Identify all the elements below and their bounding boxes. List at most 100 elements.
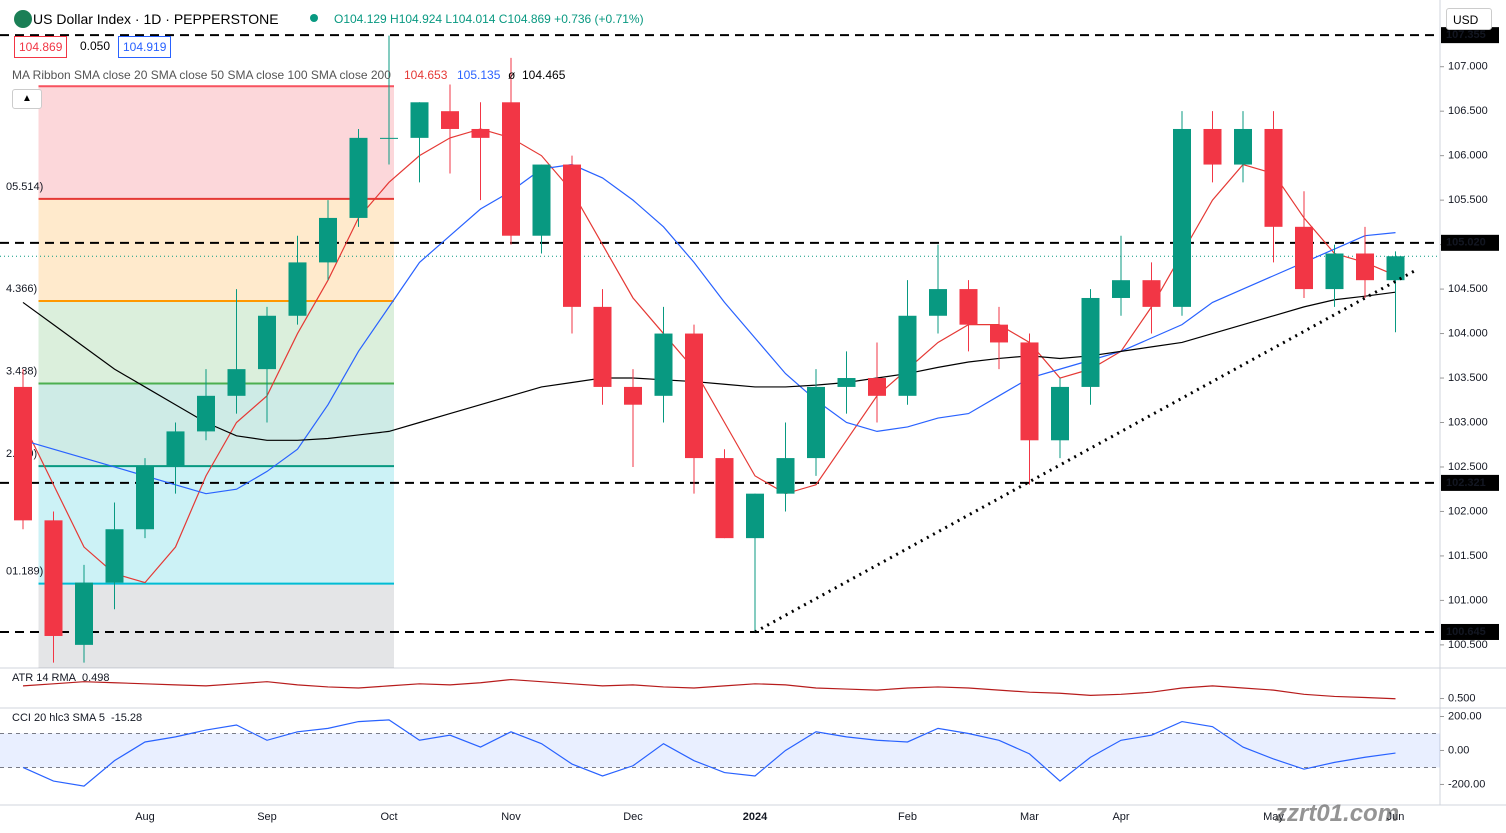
x-tick-label: Feb — [898, 811, 917, 823]
x-tick-label: Oct — [380, 811, 397, 823]
indicator-value: 0.498 — [82, 672, 110, 684]
candle-body — [227, 369, 246, 396]
candle-body — [868, 378, 886, 396]
y-tick-label: 100.500 — [1448, 639, 1488, 651]
candle-body — [1325, 253, 1344, 290]
candle-body — [807, 386, 825, 459]
candle-body — [1264, 128, 1283, 227]
candle-body — [441, 111, 459, 129]
x-tick-label: Aug — [135, 811, 155, 823]
fib-zone — [38, 383, 394, 467]
moving-average — [22, 128, 1396, 584]
candle-body — [197, 395, 215, 432]
y-tick-label: 104.000 — [1448, 327, 1488, 339]
y-tick-label: 103.000 — [1448, 416, 1488, 428]
candle-body — [685, 333, 703, 459]
candle-body — [532, 164, 551, 236]
fib-zone — [38, 86, 394, 199]
fib-label: 3.438) — [6, 365, 37, 377]
candle-body — [1051, 386, 1069, 441]
candle-body — [502, 102, 520, 236]
indicator-line — [22, 678, 1396, 700]
candle-body — [75, 582, 93, 645]
x-tick-label: Nov — [501, 811, 521, 823]
fib-label: 05.514) — [6, 181, 43, 193]
candle-body — [959, 289, 978, 325]
watermark: zzrt01.com — [1275, 800, 1400, 827]
candle-body — [136, 466, 154, 530]
candle-body — [654, 333, 673, 396]
level-label-bg — [1441, 474, 1499, 491]
candle-body — [715, 458, 734, 539]
candle-body — [990, 324, 1008, 343]
candle-body — [929, 289, 947, 316]
indicator-title: CCI 20 hlc3 SMA 5 — [12, 712, 105, 724]
candle-body — [410, 102, 429, 138]
currency-button[interactable]: USD — [1446, 8, 1492, 30]
candle-body — [1081, 297, 1100, 387]
y-tick-label: 200.00 — [1448, 710, 1482, 722]
x-tick-label: May — [1263, 811, 1284, 823]
y-tick-label: 0.00 — [1448, 744, 1469, 756]
candle-body — [166, 431, 185, 467]
candle-body — [288, 262, 307, 316]
level-label-bg — [1441, 623, 1499, 640]
candle-body — [776, 458, 795, 494]
fib-zone — [38, 301, 394, 384]
candle-body — [1173, 128, 1191, 307]
candle-body — [1203, 128, 1222, 165]
candle-body — [380, 137, 398, 139]
level-label-bg — [1441, 234, 1499, 251]
candle-body — [837, 378, 856, 387]
candle-body — [593, 306, 612, 387]
moving-average — [22, 291, 1396, 441]
fib-zone — [38, 198, 394, 302]
candle-body — [1020, 342, 1039, 441]
indicator-line — [22, 719, 1396, 787]
candle-body — [105, 529, 124, 583]
candle-body — [319, 217, 337, 263]
fib-zone — [38, 466, 394, 584]
level-label: 107.355 — [1446, 29, 1486, 41]
candle-body — [898, 315, 917, 396]
indicator-value: -15.28 — [111, 712, 142, 724]
y-tick-label: 106.500 — [1448, 105, 1488, 117]
x-tick-label: Mar — [1020, 811, 1039, 823]
indicator-title: ATR 14 RMA — [12, 672, 77, 684]
level-label: 102.321 — [1446, 477, 1486, 489]
x-tick-label: Dec — [623, 811, 643, 823]
candle-body — [1295, 226, 1313, 290]
y-tick-label: 101.000 — [1448, 594, 1488, 606]
candle-body — [349, 137, 368, 218]
level-label-bg — [1441, 27, 1499, 44]
candle-body — [14, 386, 32, 521]
x-tick-label: Sep — [257, 811, 277, 823]
y-tick-label: 104.500 — [1448, 283, 1488, 295]
fib-zone — [38, 583, 394, 668]
candle-body — [624, 386, 642, 405]
candle-body — [471, 128, 490, 138]
candle-body — [1234, 128, 1252, 165]
y-tick-label: 102.000 — [1448, 505, 1488, 517]
cci-band — [0, 733, 1440, 768]
y-tick-label: 0.500 — [1448, 692, 1476, 704]
candle-body — [563, 164, 581, 307]
y-tick-label: -200.00 — [1448, 778, 1485, 790]
candle-body — [1142, 280, 1161, 307]
fib-label: 01.189) — [6, 565, 43, 577]
x-tick-label: Apr — [1112, 811, 1129, 823]
candle-body — [1386, 256, 1405, 281]
fib-label: 4.366) — [6, 283, 37, 295]
y-tick-label: 105.500 — [1448, 194, 1488, 206]
candle-body — [44, 520, 63, 636]
y-tick-label: 101.500 — [1448, 550, 1488, 562]
candle-body — [1112, 280, 1130, 298]
candle-body — [1356, 253, 1374, 281]
y-tick-label: 106.000 — [1448, 150, 1488, 162]
x-tick-label: 2024 — [743, 811, 768, 823]
candle-body — [258, 315, 276, 370]
level-label: 100.645 — [1446, 626, 1486, 638]
candle-body — [746, 493, 764, 539]
